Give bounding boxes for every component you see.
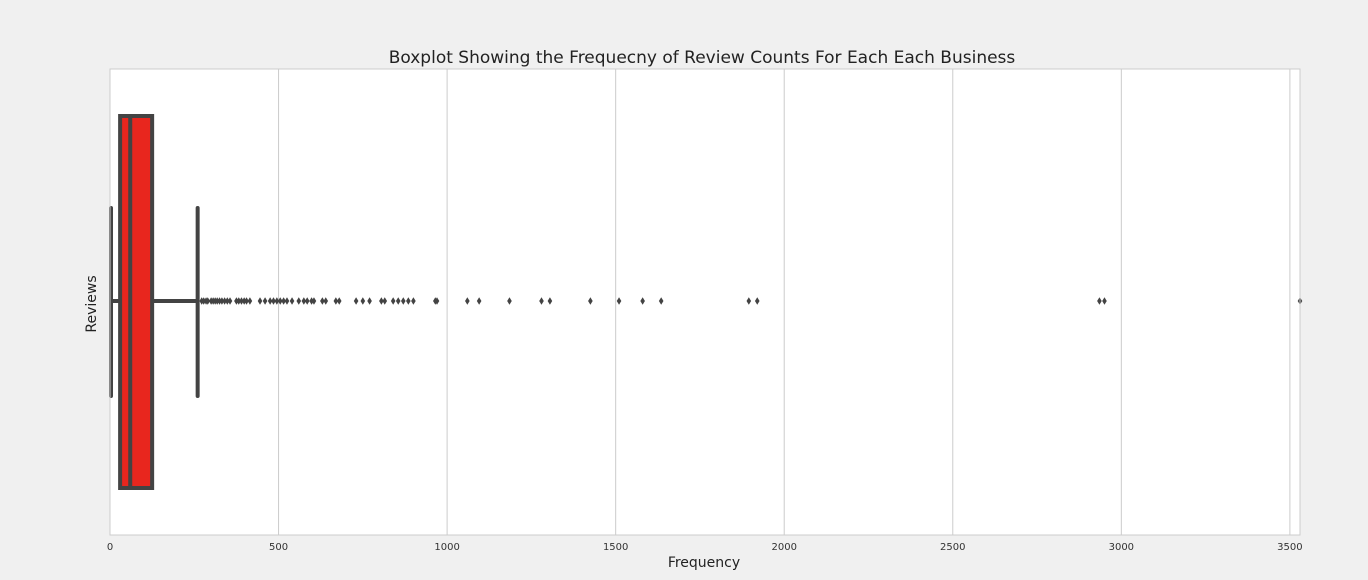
outlier-point [379,297,384,305]
outlier-point [336,297,342,305]
outlier-point [201,297,207,305]
outlier-point [390,297,396,305]
outlier-point [476,297,482,305]
outlier-point [289,297,295,305]
outlier-point [219,297,225,305]
outlier-point [640,297,645,305]
x-tick-labels: 0 500 1000 1500 2000 2500 3000 3500 [107,542,1303,553]
outlier-point [434,297,440,305]
outlier-point [304,297,310,305]
outlier-point [395,297,401,305]
y-axis-label: Reviews [84,275,100,332]
outlier-point [539,297,544,305]
outlier-point [222,297,227,305]
outlier-point [360,297,366,305]
outlier-point [320,297,325,305]
outlier-point [311,297,317,305]
outlier-point [281,297,286,305]
outlier-point [236,297,242,305]
outlier-point [309,297,314,305]
outlier-point [301,297,307,305]
outlier-point [296,297,302,305]
x-tick-label: 1000 [434,542,459,553]
outliers [199,297,1303,305]
outlier-point [214,297,220,305]
outlier-point [247,297,253,305]
x-tick-label: 2500 [940,542,965,553]
outlier-point [367,297,372,305]
outlier-point [588,297,593,305]
x-tick-label: 2000 [771,542,796,553]
outlier-point [205,297,211,305]
outlier-point [333,297,339,305]
x-axis-label: Frequency [668,555,740,571]
iqr-box [118,114,155,490]
outlier-point [257,297,263,305]
outlier-point [277,297,283,305]
outlier-point [754,297,760,305]
box-plot [109,114,200,490]
outlier-point [411,297,416,305]
plot-border [109,68,1301,536]
x-tick-label: 0 [107,542,113,553]
chart-title: Boxplot Showing the Frequecny of Review … [389,48,1016,68]
outlier-point [271,297,276,305]
grid-lines [278,69,1291,535]
outlier-point [400,297,406,305]
outlier-point [284,297,290,305]
outlier-point [244,297,249,305]
outlier-point [547,297,553,305]
outlier-point [507,297,512,305]
outlier-point [267,297,273,305]
outlier-point [217,297,222,305]
outlier-point [239,297,244,305]
x-tick-label: 500 [269,542,288,553]
outlier-point [241,297,247,305]
outlier-point [746,297,752,305]
outlier-point [616,297,622,305]
outlier-point [658,297,664,305]
outlier-point [382,297,388,305]
x-tick-label: 3000 [1109,542,1134,553]
outlier-point [1102,297,1107,305]
outlier-point [465,297,470,305]
outlier-point [274,297,280,305]
outlier-point [227,297,233,305]
x-tick-label: 3500 [1277,542,1302,553]
outlier-point [1097,297,1102,305]
outlier-point [406,297,411,305]
outlier-point [353,297,359,305]
outlier-point [323,297,329,305]
x-tick-label: 1500 [603,542,628,553]
outlier-point [234,297,239,305]
outlier-point [225,297,230,305]
outlier-point [262,297,268,305]
